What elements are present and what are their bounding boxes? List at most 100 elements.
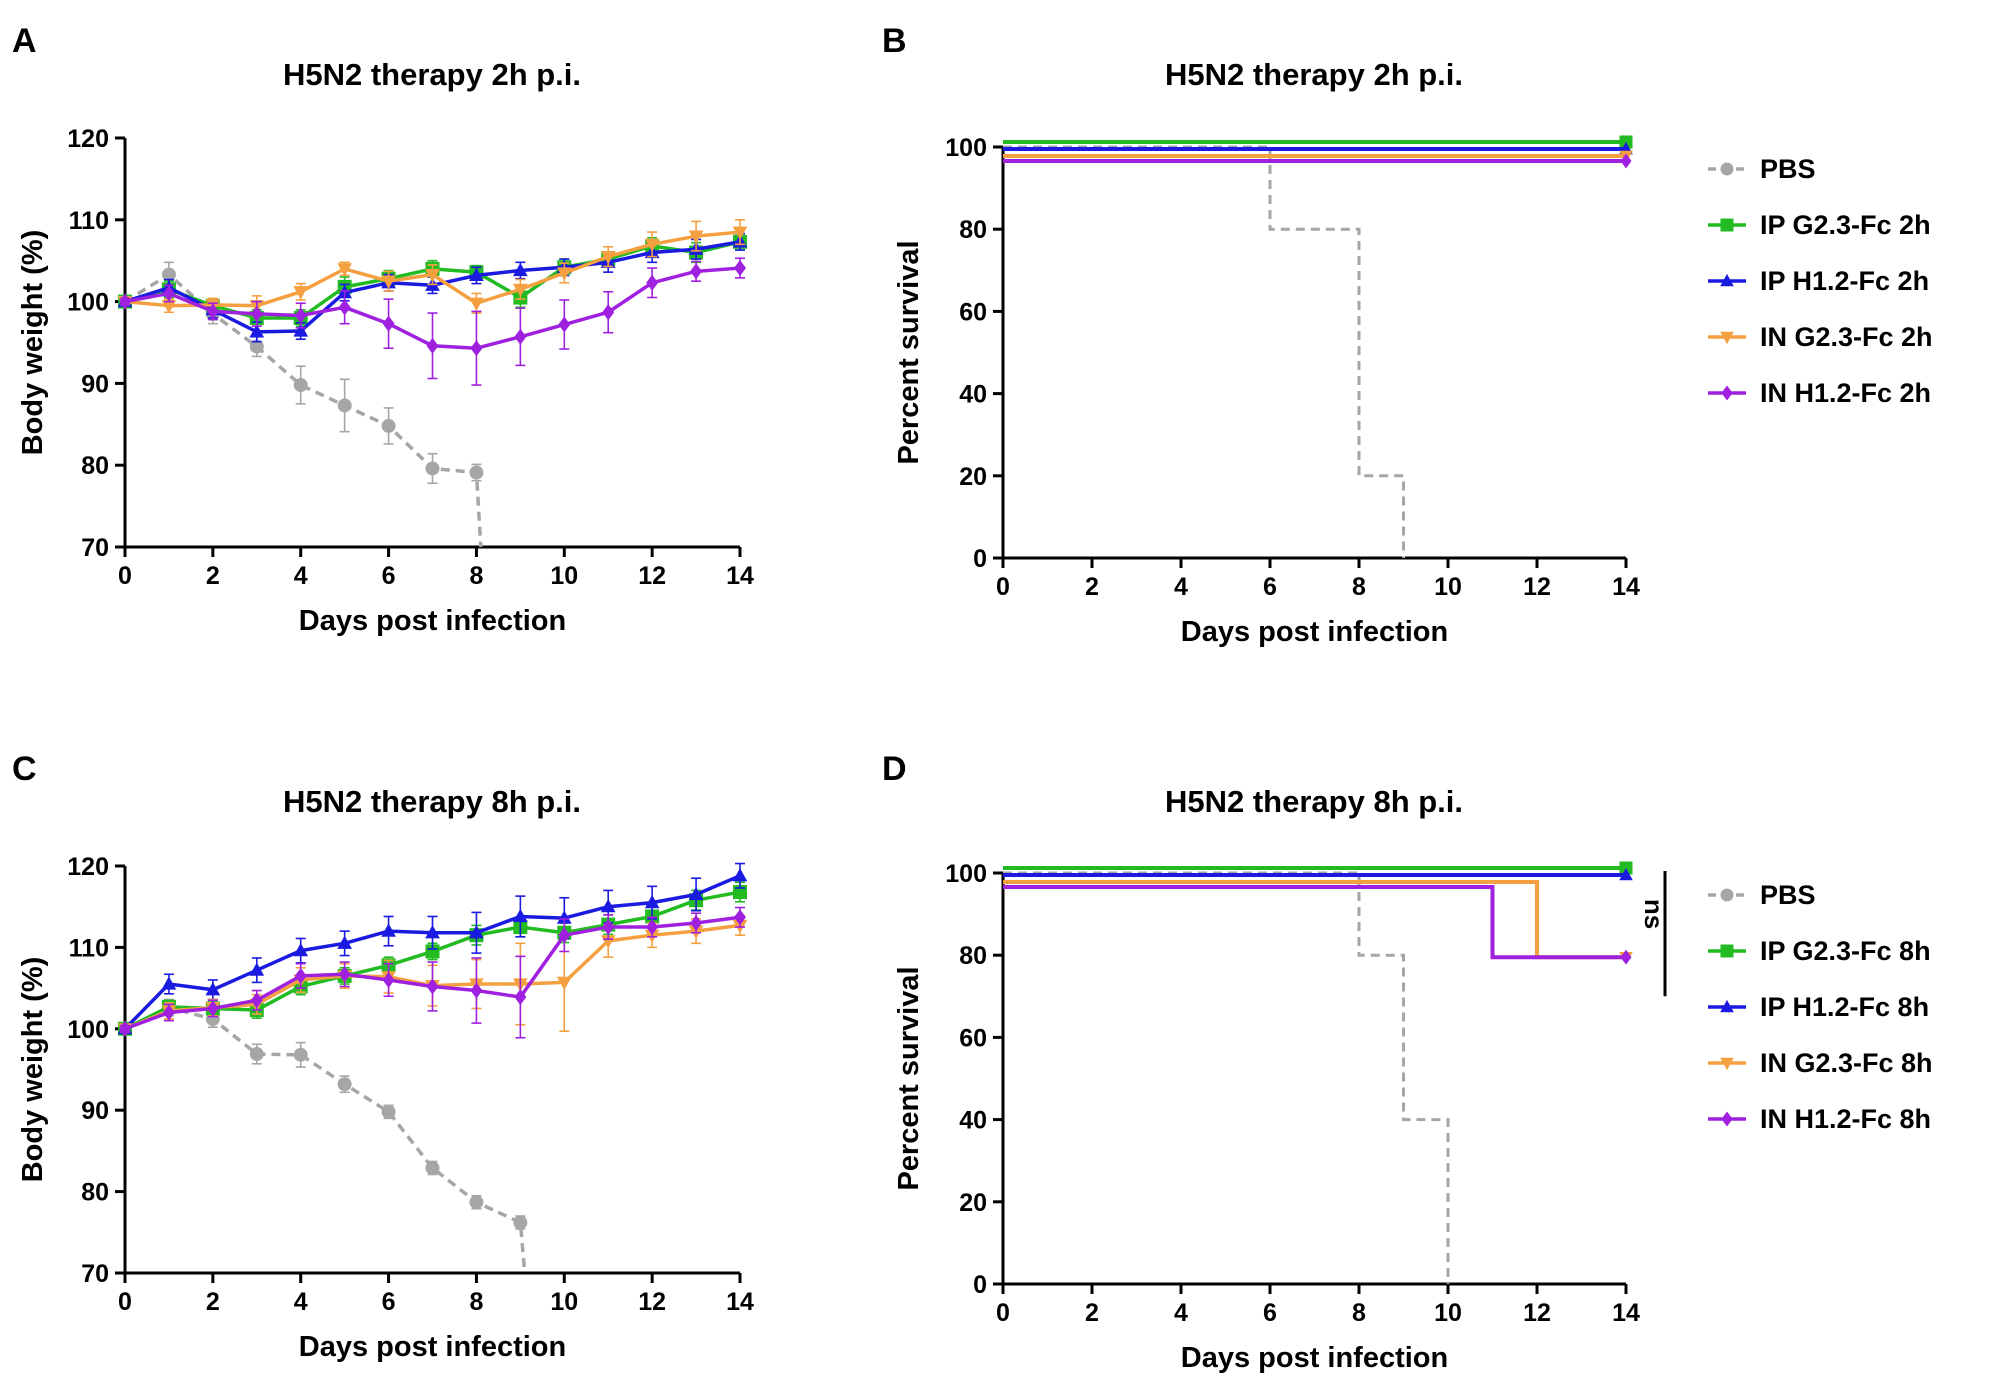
panel-letter: D [882,750,907,788]
legend: PBS IP G2.3-Fc 2h IP H1.2-Fc 2h IN G2.3-Fc … [1708,154,1933,408]
x-tick-label: 0 [996,1299,1010,1327]
x-tick-label: 10 [550,562,578,590]
y-tick-label: 20 [959,463,987,491]
data-point [556,910,572,924]
data-point [250,305,263,322]
data-point [337,263,352,277]
x-tick-label: 10 [1434,1299,1462,1327]
x-tick-label: 8 [1352,1299,1366,1327]
x-tick-label: 2 [1085,573,1099,601]
y-tick-label: 90 [81,370,109,398]
x-tick-label: 12 [1523,1299,1551,1327]
y-tick-label: 20 [959,1189,987,1217]
series-in_h [1003,153,1632,169]
data-point [470,340,483,357]
chart-title: H5N2 therapy 8h p.i. [283,784,581,819]
data-point [293,286,309,300]
end-marker [1620,949,1632,965]
data-point [469,925,484,939]
y-tick-label: 80 [959,216,987,244]
series-line [124,272,483,548]
x-tick-label: 8 [469,562,483,590]
y-tick-label: 70 [81,1260,109,1288]
data-point [425,269,440,283]
legend-label: IP G2.3-Fc 8h [1760,936,1931,966]
legend-swatch-marker [1720,888,1734,902]
x-axis-label: Days post infection [299,1331,567,1363]
data-point [425,1160,440,1175]
data-point [513,908,528,923]
x-tick-label: 12 [1523,573,1551,601]
data-point [688,230,704,244]
legend-label: IN H1.2-Fc 2h [1760,378,1931,408]
panel-b: B H5N2 therapy 2h p.i. 0 20 40 60 80 100 0 2 4 6 8 10… [882,22,1933,648]
x-tick-label: 8 [469,1288,483,1316]
y-axis-label: Body weight (%) [17,230,49,456]
data-point [162,285,175,302]
panel-letter: C [12,750,37,788]
y-axis-label: Percent survival [893,240,925,464]
data-point [381,418,396,433]
data-point [426,337,439,354]
data-point [293,942,309,957]
data-point [249,962,265,976]
x-tick-label: 6 [382,562,396,590]
x-tick-label: 4 [294,562,308,590]
legend-item-pbs: PBS [1708,154,1816,184]
x-tick-label: 10 [1434,573,1462,601]
data-point [469,267,484,282]
data-point [513,283,528,298]
data-point [250,992,263,1009]
data-point [119,293,131,310]
y-axis-label: Body weight (%) [17,957,49,1183]
x-tick-label: 4 [1174,1299,1188,1327]
x-tick-label: 2 [206,1288,220,1316]
x-tick-label: 2 [206,562,220,590]
x-tick-label: 4 [294,1288,308,1316]
data-point [513,1215,528,1230]
x-axis-label: Days post infection [299,605,567,637]
chart-title: H5N2 therapy 8h p.i. [1165,784,1463,819]
y-axis-label: Percent survival [893,966,925,1190]
data-point [337,1077,352,1092]
data-point [206,303,219,320]
data-point [382,971,395,989]
data-point [381,923,396,937]
data-point [602,304,615,321]
legend: PBS IP G2.3-Fc 8h IP H1.2-Fc 8h IN G2.3-Fc … [1708,880,1933,1134]
data-point [381,275,396,289]
data-point [161,267,176,282]
significance-label: ns [1639,899,1669,929]
data-point [602,919,615,936]
y-tick-label: 100 [67,289,109,317]
x-tick-label: 14 [1612,573,1640,601]
legend-item-in_h: IN H1.2-Fc 8h [1708,1104,1931,1134]
chart-title: H5N2 therapy 2h p.i. [1165,57,1463,92]
series-pbs [1003,871,1450,1284]
x-tick-label: 2 [1085,1299,1099,1327]
legend-swatch-marker [1721,385,1733,401]
data-point [161,300,177,314]
data-point [205,982,221,996]
data-point [513,262,528,277]
legend-item-in_g: IN G2.3-Fc 2h [1708,322,1933,352]
y-tick-label: 80 [959,942,987,970]
data-point [293,378,308,393]
data-point [556,267,572,281]
y-tick-label: 100 [67,1016,109,1044]
data-point [600,251,616,265]
legend-swatch-marker [1720,944,1734,958]
data-point [469,297,484,311]
data-point [206,1000,219,1017]
data-point [558,316,571,333]
data-point [734,260,746,277]
x-tick-label: 6 [1263,1299,1277,1327]
series-pbs [1003,145,1405,558]
x-tick-label: 0 [118,1288,132,1316]
series-pbs [118,998,528,1274]
y-tick-label: 100 [945,860,987,888]
series-in_h [119,906,746,1039]
data-point [470,982,483,999]
data-point [426,978,439,995]
